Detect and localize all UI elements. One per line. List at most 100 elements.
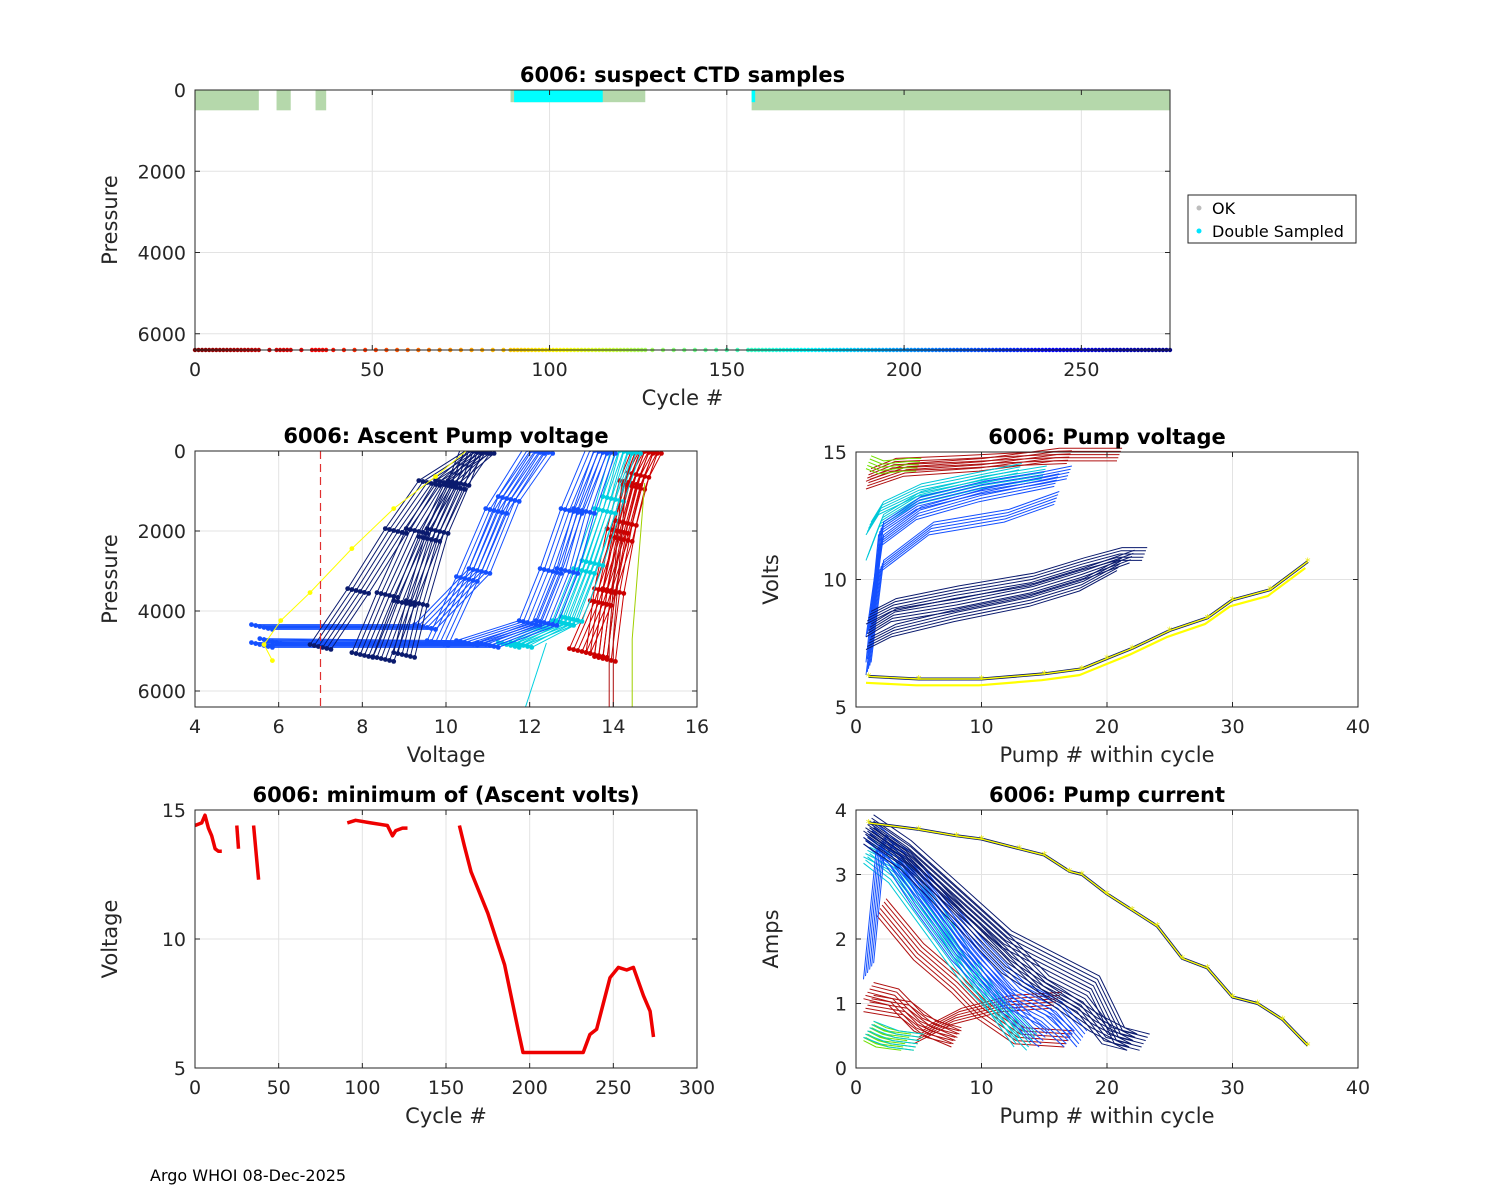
ascent-ylabel: Pressure [98, 534, 122, 624]
ascent-curve-marker [416, 529, 422, 534]
pumpc-final-marker: * [1230, 991, 1236, 1004]
x-tick-label: 300 [679, 1077, 715, 1099]
ascent-vertical-trace [612, 482, 627, 707]
y-tick-label: 10 [162, 929, 186, 951]
ascent-curve [259, 451, 586, 642]
ascent-curve-marker [575, 648, 581, 653]
pumpv-curve [865, 567, 1306, 687]
ascent-curve-marker [261, 642, 267, 647]
ascent-curve-marker [458, 481, 464, 486]
ascent-curve-marker [630, 446, 635, 451]
pumpc-curve [879, 908, 1069, 1042]
ascent-curve-marker [579, 619, 585, 624]
ascent-curve-marker [437, 479, 443, 484]
ascent-curve-marker [412, 655, 418, 660]
ascent-curve-marker [638, 446, 643, 451]
ascent-curve-marker [529, 645, 535, 650]
ascent-curve [263, 451, 467, 661]
ascent-curve-marker [634, 446, 639, 451]
ascent-curve-marker [257, 642, 263, 647]
x-tick-label: 0 [850, 1077, 862, 1099]
pumpv-curve [868, 553, 1145, 619]
y-tick-label: 0 [835, 1058, 847, 1080]
ascent-curve-marker [274, 640, 279, 645]
ascent-curve [272, 453, 616, 648]
pumpv-final-marker: * [1205, 612, 1211, 625]
ascent-curve-marker [374, 590, 380, 595]
pumpv-curve [870, 473, 1060, 625]
ascent-curve-marker [307, 642, 313, 647]
pumpv-curve [869, 476, 1059, 628]
double-sample-block [751, 90, 756, 103]
x-tick-label: 200 [512, 1077, 548, 1099]
ascent-curve [447, 453, 545, 646]
ascent-curve-marker [554, 570, 560, 575]
ascent-curve-marker [261, 637, 267, 642]
ascent-curve-marker [583, 509, 589, 514]
ascent-curve-marker [592, 561, 597, 566]
ascent-curve-marker [583, 650, 589, 655]
ascent-curve-marker [249, 622, 254, 627]
ascent-curve-marker [433, 474, 438, 479]
pumpv-curve [868, 479, 1057, 631]
ascent-curve-marker [596, 600, 602, 605]
x-tick-label: 50 [267, 1077, 291, 1099]
ascent-curve-marker [579, 511, 585, 516]
x-tick-label: 100 [531, 359, 567, 381]
ascent-curve-marker [633, 451, 639, 455]
pumpc-final-marker: * [1067, 865, 1073, 878]
ascent-curve-marker [617, 446, 622, 451]
pumpc-curve [873, 1020, 924, 1035]
ascent-curve-marker [608, 658, 614, 663]
pumpv-final-marker: * [1042, 668, 1048, 681]
ascent-curve-marker [395, 651, 401, 656]
ascent-curve-marker [408, 654, 413, 659]
pumpc-curve [867, 836, 1132, 1045]
ascent-curve-marker [483, 451, 489, 455]
ascent-curve-marker [495, 645, 501, 650]
ascent-curve-marker [362, 653, 367, 658]
minv-segment [251, 825, 261, 880]
x-tick-label: 6 [273, 716, 285, 738]
ascent-title: 6006: Ascent Pump voltage [283, 424, 608, 448]
pumpc-curve [863, 1036, 914, 1051]
pumpc-curve [869, 827, 1134, 1042]
pumpc-xlabel: Pump # within cycle [1000, 1104, 1215, 1128]
ascent-curve [268, 452, 612, 647]
pumpc-curve [863, 836, 1128, 1051]
x-tick-label: 30 [1220, 716, 1244, 738]
pumpc-ylabel: Amps [759, 909, 783, 968]
x-tick-label: 40 [1346, 716, 1370, 738]
x-tick-label: 20 [1095, 716, 1119, 738]
pumpc-curve [865, 853, 1017, 1045]
pumpc-curve [869, 820, 1146, 1042]
ascent-curve-marker [500, 510, 505, 515]
pumpc-final-marker: * [1079, 869, 1085, 882]
ascent-series [249, 446, 664, 707]
pumpc-final-marker: * [979, 833, 985, 846]
ascent-curve-marker [428, 639, 434, 644]
x-tick-label: 200 [886, 359, 922, 381]
ascent-curve-marker [433, 528, 438, 533]
ascent-curve-marker [253, 623, 259, 628]
ascent-curve-marker [575, 571, 581, 576]
ascent-curve-marker [504, 511, 510, 516]
ascent-curve-marker [587, 510, 593, 515]
ascent-curve-marker [399, 600, 405, 605]
y-tick-label: 5 [835, 697, 847, 719]
ascent-curve-marker [587, 651, 593, 656]
y-tick-label: 10 [823, 570, 847, 592]
ascent-curve-marker [512, 641, 518, 646]
ascent-curve-marker [600, 656, 606, 661]
ascent-vertical-trace [525, 642, 547, 707]
ascent-curve-marker [604, 657, 610, 662]
ascent-curve-marker [621, 591, 627, 596]
x-tick-label: 20 [1095, 1077, 1119, 1099]
pumpc-curve [863, 1011, 952, 1045]
ascent-curve-marker [609, 446, 614, 451]
ascent-curve-marker [378, 591, 384, 596]
ascent-curve-marker [412, 600, 418, 605]
legend-label: OK [1212, 199, 1236, 218]
pumpc-curve [863, 849, 1040, 1048]
